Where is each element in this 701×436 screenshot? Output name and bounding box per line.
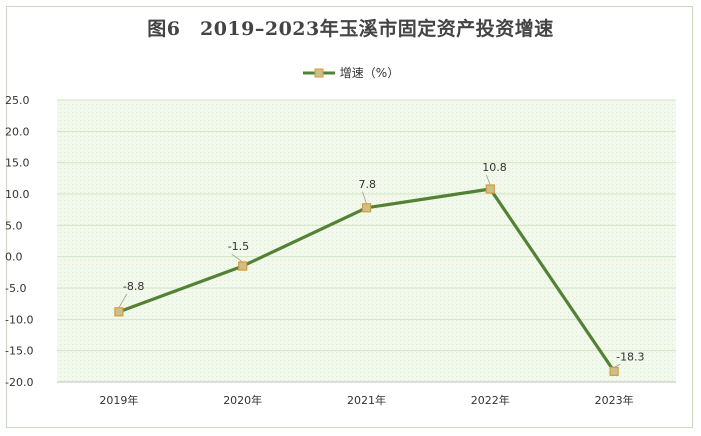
legend-line-marker-icon	[302, 68, 335, 77]
data-label: -18.3	[616, 350, 644, 363]
data-point	[485, 184, 495, 194]
leader-line	[118, 293, 128, 309]
data-point	[609, 366, 619, 376]
data-label: -1.5	[228, 240, 249, 253]
plot-texture	[57, 100, 676, 382]
y-tick-label: 10.0	[5, 188, 30, 201]
x-tick-label: 2023年	[595, 393, 634, 407]
y-tick-label: 5.0	[5, 219, 23, 232]
chart-title: 图6 2019–2023年玉溪市固定资产投资增速	[147, 18, 554, 40]
y-tick-label: -10.0	[5, 313, 33, 326]
leader-line	[362, 191, 367, 204]
y-tick-label: -15.0	[5, 345, 33, 358]
y-tick-label: 0.0	[5, 251, 23, 264]
data-label: 10.8	[482, 161, 507, 174]
data-point	[114, 307, 124, 317]
y-tick-label: 20.0	[5, 125, 30, 138]
x-tick-label: 2022年	[471, 393, 510, 407]
chart-legend: 增速（%）	[0, 64, 701, 81]
y-tick-label: -5.0	[5, 282, 26, 295]
y-tick-label: 15.0	[5, 157, 30, 170]
leader-line	[231, 253, 243, 263]
data-point	[361, 203, 372, 213]
y-tick-label: -20.0	[5, 376, 33, 389]
x-tick-label: 2019年	[99, 393, 138, 407]
y-tick-label: 25.0	[5, 94, 30, 107]
data-label: 7.8	[359, 178, 377, 191]
x-tick-label: 2021年	[347, 393, 386, 407]
leader-line	[485, 174, 491, 186]
legend-label: 增速（%）	[339, 66, 400, 80]
x-tick-label: 2020年	[223, 393, 262, 407]
data-point	[238, 261, 248, 271]
data-label: -8.8	[123, 280, 144, 293]
